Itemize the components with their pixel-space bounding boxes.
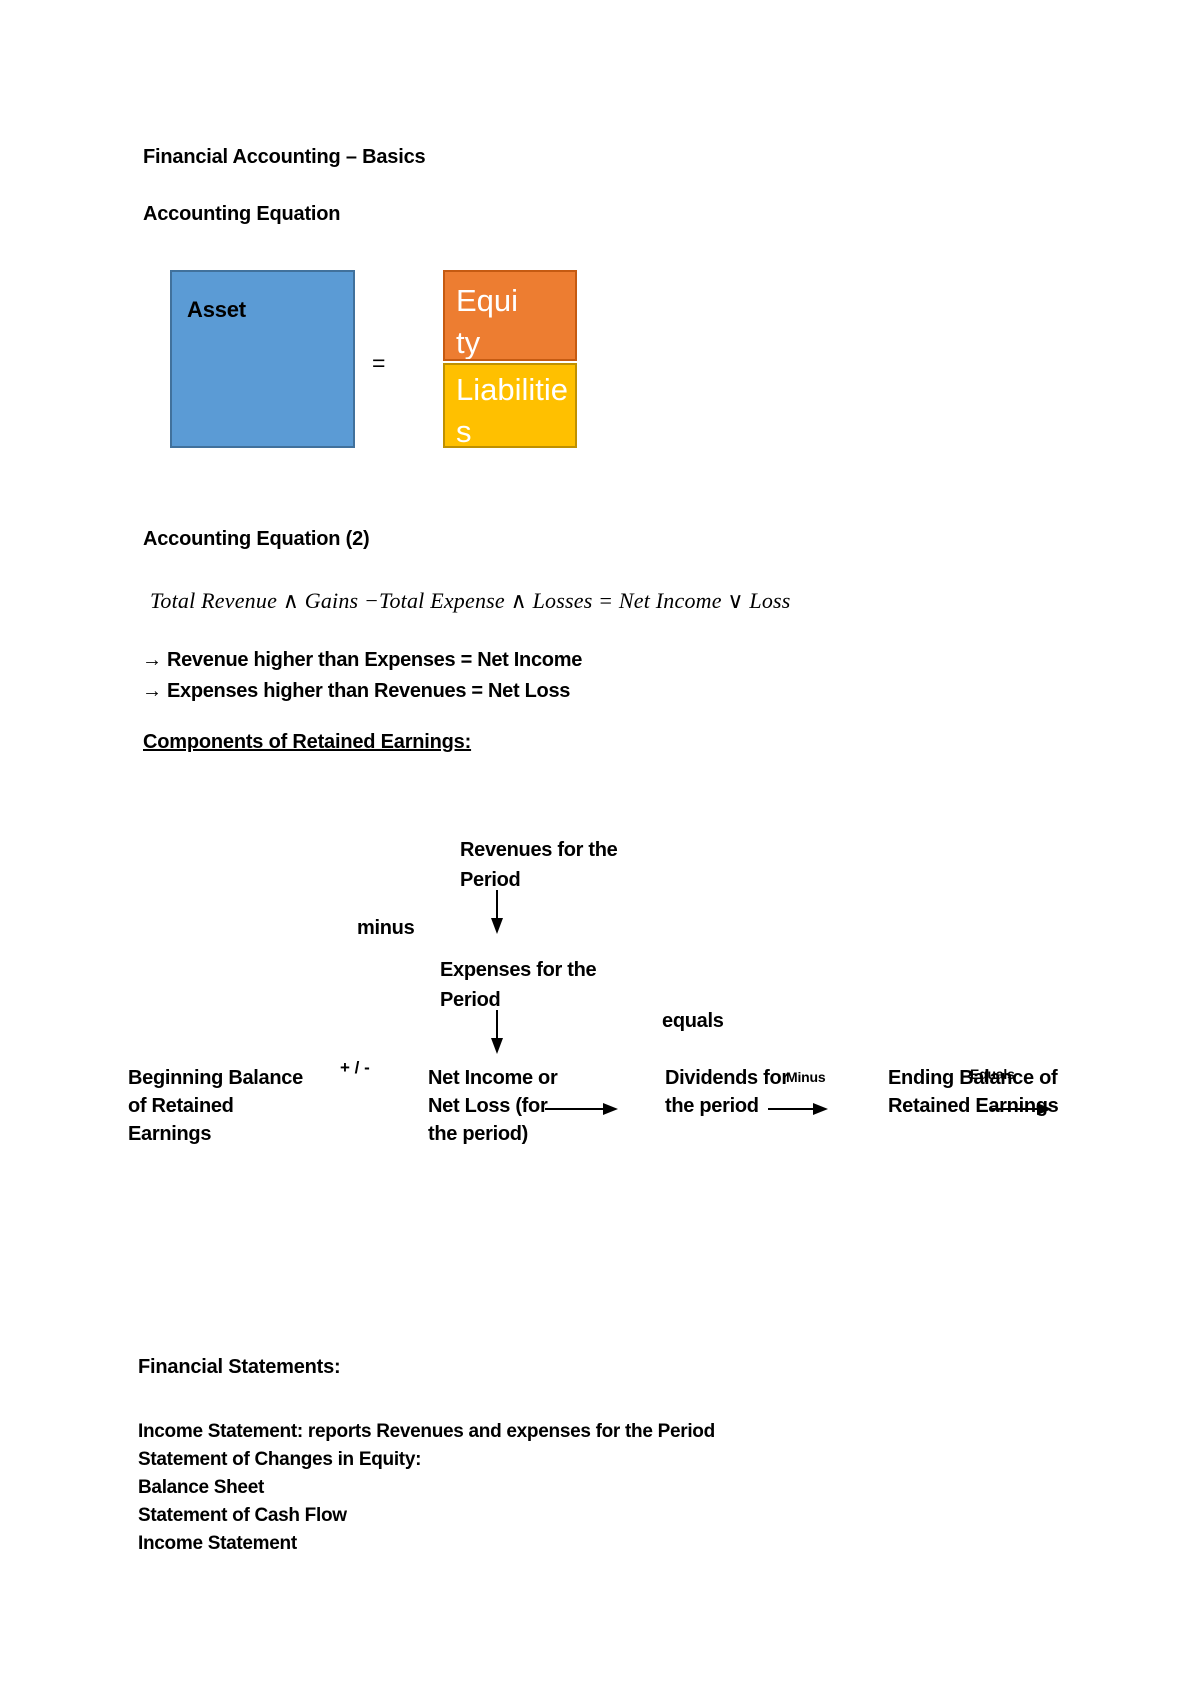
page-title: Financial Accounting – Basics xyxy=(143,146,426,168)
heading-financial-statements: Financial Statements: xyxy=(138,1356,341,1378)
ending-balance-label: Ending Balance of Retained Earnings xyxy=(888,1067,1059,1117)
equity-label: Equity xyxy=(456,283,519,359)
down-arrow-icon xyxy=(491,890,503,934)
beginning-balance-label: Beginning Balance of Retained Earnings xyxy=(128,1067,303,1145)
minus-label: minus xyxy=(357,917,415,939)
statement-line: Statement of Cash Flow xyxy=(138,1505,347,1526)
asset-label: Asset xyxy=(187,297,246,322)
arrow-bullet-net-loss: → Expenses higher than Revenues = Net Lo… xyxy=(142,680,571,702)
right-arrow-icon xyxy=(990,1103,1052,1115)
liabilities-label: Liabilities xyxy=(456,372,569,446)
right-arrow-icon xyxy=(545,1103,618,1115)
equation-formula: Total Revenue ∧ Gains −Total Expense ∧ L… xyxy=(150,588,791,613)
heading-components-retained-earnings: Components of Retained Earnings: xyxy=(143,731,472,753)
plus-minus-label: + / - xyxy=(340,1058,370,1077)
expenses-label: Expenses for the Period xyxy=(440,959,597,1011)
arrow-bullet-net-income: → Revenue higher than Expenses = Net Inc… xyxy=(142,649,583,671)
financial-statements-list: Income Statement: reports Revenues and e… xyxy=(138,1418,715,1558)
equals-small-label: Equals xyxy=(970,1066,1015,1082)
minus-small-label: Minus xyxy=(786,1069,826,1085)
statement-line: Balance Sheet xyxy=(138,1477,264,1498)
down-arrow-icon xyxy=(491,1010,503,1054)
heading-accounting-equation: Accounting Equation xyxy=(143,203,341,225)
statement-line: Income Statement xyxy=(138,1533,297,1554)
statement-line: Income Statement: reports Revenues and e… xyxy=(138,1421,715,1442)
liabilities-box: Liabilities xyxy=(443,363,577,448)
equals-label: equals xyxy=(662,1010,724,1032)
heading-accounting-equation-2: Accounting Equation (2) xyxy=(143,528,370,550)
asset-box: Asset xyxy=(170,270,355,448)
revenues-label: Revenues for the Period xyxy=(460,839,618,891)
dividends-label: Dividends for the period xyxy=(665,1067,789,1117)
net-income-label: Net Income or Net Loss (for the period) xyxy=(428,1067,558,1145)
equity-box: Equity xyxy=(443,270,577,361)
equals-sign: = xyxy=(372,350,386,376)
right-arrow-icon xyxy=(768,1103,828,1115)
statement-line: Statement of Changes in Equity: xyxy=(138,1449,422,1470)
